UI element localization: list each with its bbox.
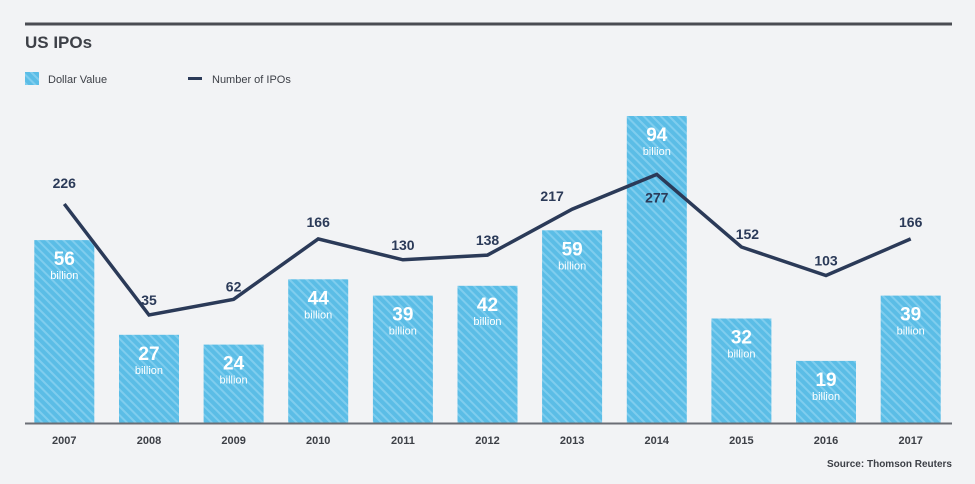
bar-unit-label: billion	[389, 326, 417, 338]
bar-2014	[626, 116, 687, 423]
bar-value-label: 59	[562, 239, 583, 260]
bar-2017	[880, 295, 941, 423]
bar-value-label: 27	[138, 344, 159, 365]
legend-label-number-of-ipos: Number of IPOs	[212, 74, 291, 86]
bar-unit-label: billion	[558, 260, 586, 272]
bar-unit-label: billion	[473, 316, 501, 328]
x-tick-label: 2012	[475, 435, 499, 447]
bar-2012	[457, 285, 518, 423]
bar-2015	[711, 318, 772, 423]
line-labels: 226 35 62 166 130 138 217 277 152 103 166	[53, 175, 923, 308]
bar-unit-label: billion	[727, 349, 755, 361]
x-tick-label: 2013	[560, 435, 584, 447]
bar-value-label: 39	[900, 305, 921, 326]
line-value-label: 152	[736, 226, 760, 242]
bar-2008	[119, 334, 179, 423]
bar-unit-label: billion	[135, 365, 163, 377]
x-tick-label: 2017	[898, 435, 922, 447]
x-tick-label: 2011	[391, 435, 415, 447]
x-tick-label: 2007	[52, 435, 76, 447]
bar-value-label: 42	[477, 295, 498, 316]
x-axis-ticks: 2007 2008 2009 2010 2011 2012 2013 2014 2015 2016…	[52, 435, 923, 447]
source-note: Source: Thomson Reuters	[827, 459, 952, 470]
bar-unit-label: billion	[304, 309, 332, 321]
bar-unit-label: billion	[220, 375, 248, 387]
x-tick-label: 2014	[645, 435, 670, 447]
bar-value-label: 44	[308, 288, 330, 309]
bar-2016	[796, 360, 856, 423]
bar-unit-label: billion	[812, 391, 840, 403]
bar-unit-label: billion	[897, 326, 925, 338]
bar-unit-label: billion	[643, 146, 671, 158]
legend: Dollar Value Number of IPOs	[25, 72, 291, 86]
x-tick-label: 2016	[814, 435, 838, 447]
bar-2011	[372, 295, 433, 423]
bar-value-label: 56	[54, 249, 75, 270]
line-value-label: 130	[391, 237, 415, 253]
line-value-label: 35	[141, 292, 157, 308]
bar-value-label: 94	[646, 125, 668, 146]
legend-label-dollar-value: Dollar Value	[48, 74, 107, 86]
x-tick-label: 2015	[729, 435, 753, 447]
line-value-label: 166	[307, 214, 331, 230]
bar-value-label: 39	[392, 305, 413, 326]
line-value-label: 217	[540, 188, 564, 204]
line-value-label: 103	[814, 253, 838, 269]
bar-unit-label: billion	[50, 270, 78, 282]
bar-2009	[203, 344, 264, 423]
chart-title: US IPOs	[25, 33, 92, 52]
line-value-label: 138	[476, 232, 500, 248]
line-value-label: 166	[899, 214, 923, 230]
line-value-label: 226	[53, 175, 77, 191]
bar-value-label: 32	[731, 328, 752, 349]
line-value-label: 277	[645, 189, 669, 205]
line-series	[62, 172, 912, 317]
bar-value-label: 19	[815, 370, 836, 391]
legend-swatch-dollar-value	[25, 72, 39, 85]
ipo-count-line	[62, 172, 912, 317]
x-tick-label: 2010	[306, 435, 330, 447]
bar-2010	[288, 279, 349, 423]
bar-2007	[34, 240, 95, 423]
bar-value-label: 24	[223, 354, 245, 375]
line-value-label: 62	[226, 278, 242, 294]
x-tick-label: 2009	[221, 435, 245, 447]
legend-swatch-number-of-ipos	[188, 77, 202, 80]
x-tick-label: 2008	[137, 435, 161, 447]
bar-2013	[542, 230, 603, 423]
